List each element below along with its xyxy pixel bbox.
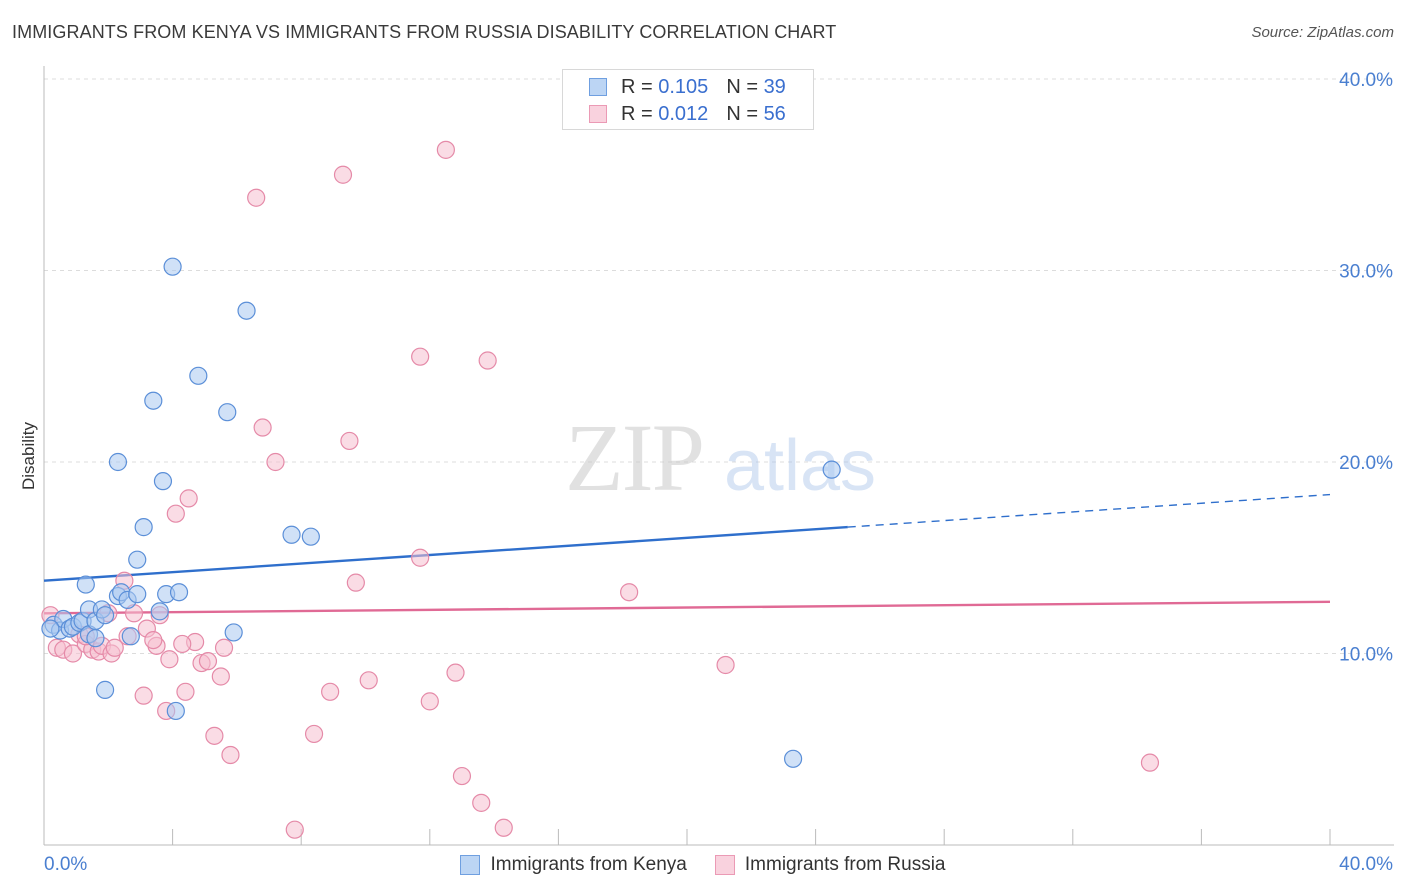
trend-lines (43, 493, 1331, 615)
legend-row-russia: R = 0.012 N = 56 (589, 102, 786, 126)
data-points (41, 140, 1160, 839)
kenya-point (128, 550, 147, 569)
kenya-point (224, 623, 243, 642)
kenya-point (218, 403, 237, 422)
kenya-r-value: 0.105 (658, 75, 709, 98)
kenya-point (128, 585, 147, 604)
russia-n-label: N = (726, 102, 764, 125)
russia-point (166, 504, 185, 523)
russia-point (472, 793, 491, 812)
russia-point (266, 452, 285, 472)
russia-point (205, 726, 224, 745)
russia-point (359, 671, 378, 690)
kenya-r-label: R = (621, 75, 659, 98)
russia-swatch (589, 105, 607, 123)
kenya-point (153, 472, 173, 491)
russia-r-label: R = (621, 102, 659, 125)
russia-point (420, 692, 439, 711)
russia-point (176, 682, 195, 701)
russia-point (198, 652, 218, 671)
kenya-point (95, 606, 115, 625)
legend-item-kenya: Immigrants from Kenya (460, 854, 687, 876)
russia-point (221, 745, 240, 765)
kenya-point (150, 602, 169, 621)
series-legend: Immigrants from Kenya Immigrants from Ru… (0, 852, 1406, 878)
kenya-point (169, 583, 189, 602)
kenya-legend-label: Immigrants from Kenya (490, 854, 687, 875)
kenya-point (134, 518, 153, 537)
russia-r-value: 0.012 (658, 102, 709, 125)
russia-point (620, 583, 639, 602)
russia-point (144, 630, 163, 650)
russia-point (478, 351, 497, 370)
y-axis-label: Disability (19, 421, 38, 490)
kenya-point (189, 366, 208, 385)
kenya-point (301, 527, 320, 546)
kenya-n-label: N = (726, 75, 764, 98)
tick-labels: 10.0% 20.0% 30.0% 40.0% 0.0% 40.0% (44, 70, 1393, 875)
kenya-point (822, 460, 841, 479)
russia-point (333, 165, 353, 184)
kenya-point (95, 680, 115, 699)
kenya-point (144, 391, 163, 410)
russia-point (716, 655, 735, 675)
kenya-n-value: 39 (763, 75, 786, 98)
russia-point (1140, 753, 1160, 772)
russia-point (214, 638, 234, 657)
y-tick-label: 20.0% (1339, 453, 1393, 474)
russia-point (134, 686, 153, 705)
russia-n-value: 56 (763, 102, 786, 125)
kenya-point (783, 749, 803, 768)
kenya-point (41, 619, 60, 638)
y-tick-label: 40.0% (1339, 70, 1393, 91)
russia-legend-label: Immigrants from Russia (744, 854, 946, 875)
russia-point (494, 818, 513, 837)
kenya-point (282, 525, 301, 544)
russia-point (105, 638, 124, 657)
kenya-trend-line (43, 525, 848, 582)
kenya-point (121, 627, 140, 646)
russia-point (346, 573, 365, 592)
kenya-point (237, 301, 256, 320)
russia-point (304, 724, 324, 744)
x-tick-label: 40.0% (1339, 854, 1393, 875)
legend-row-kenya: R = 0.105 N = 39 (589, 75, 786, 99)
kenya-point (163, 257, 182, 276)
russia-point (63, 644, 83, 663)
watermark-zip: ZIP (565, 404, 703, 511)
russia-trend-line (43, 600, 1331, 615)
russia-point (411, 548, 430, 567)
russia-point (247, 188, 266, 207)
y-tick-label: 30.0% (1339, 262, 1393, 283)
kenya-swatch (589, 78, 607, 96)
kenya-point (86, 629, 105, 648)
russia-point (285, 820, 304, 839)
russia-point (253, 418, 272, 437)
y-tick-label: 10.0% (1339, 645, 1393, 666)
russia-point (173, 634, 192, 654)
chart-title: IMMIGRANTS FROM KENYA VS IMMIGRANTS FROM… (12, 22, 837, 42)
legend-item-russia: Immigrants from Russia (714, 854, 946, 876)
watermark-atlas: atlas (724, 426, 876, 506)
russia-point (452, 766, 472, 786)
russia-point (340, 431, 359, 451)
russia-legend-swatch (714, 855, 735, 875)
correlation-legend: R = 0.105 N = 39 R = 0.012 N = 56 (562, 69, 814, 130)
source-credit: Source: ZipAtlas.com (1251, 24, 1394, 41)
kenya-legend-swatch (460, 855, 481, 875)
russia-point (446, 663, 465, 682)
kenya-trend-extension (847, 493, 1331, 528)
x-tick-label: 0.0% (44, 854, 87, 875)
axes (43, 66, 1394, 846)
kenya-point (108, 452, 128, 472)
russia-point (211, 667, 230, 686)
russia-point (411, 347, 430, 366)
russia-point (321, 682, 340, 701)
russia-point (436, 140, 455, 159)
kenya-point (166, 701, 185, 721)
russia-point (160, 650, 179, 669)
kenya-point (76, 575, 95, 594)
russia-point (179, 489, 198, 508)
